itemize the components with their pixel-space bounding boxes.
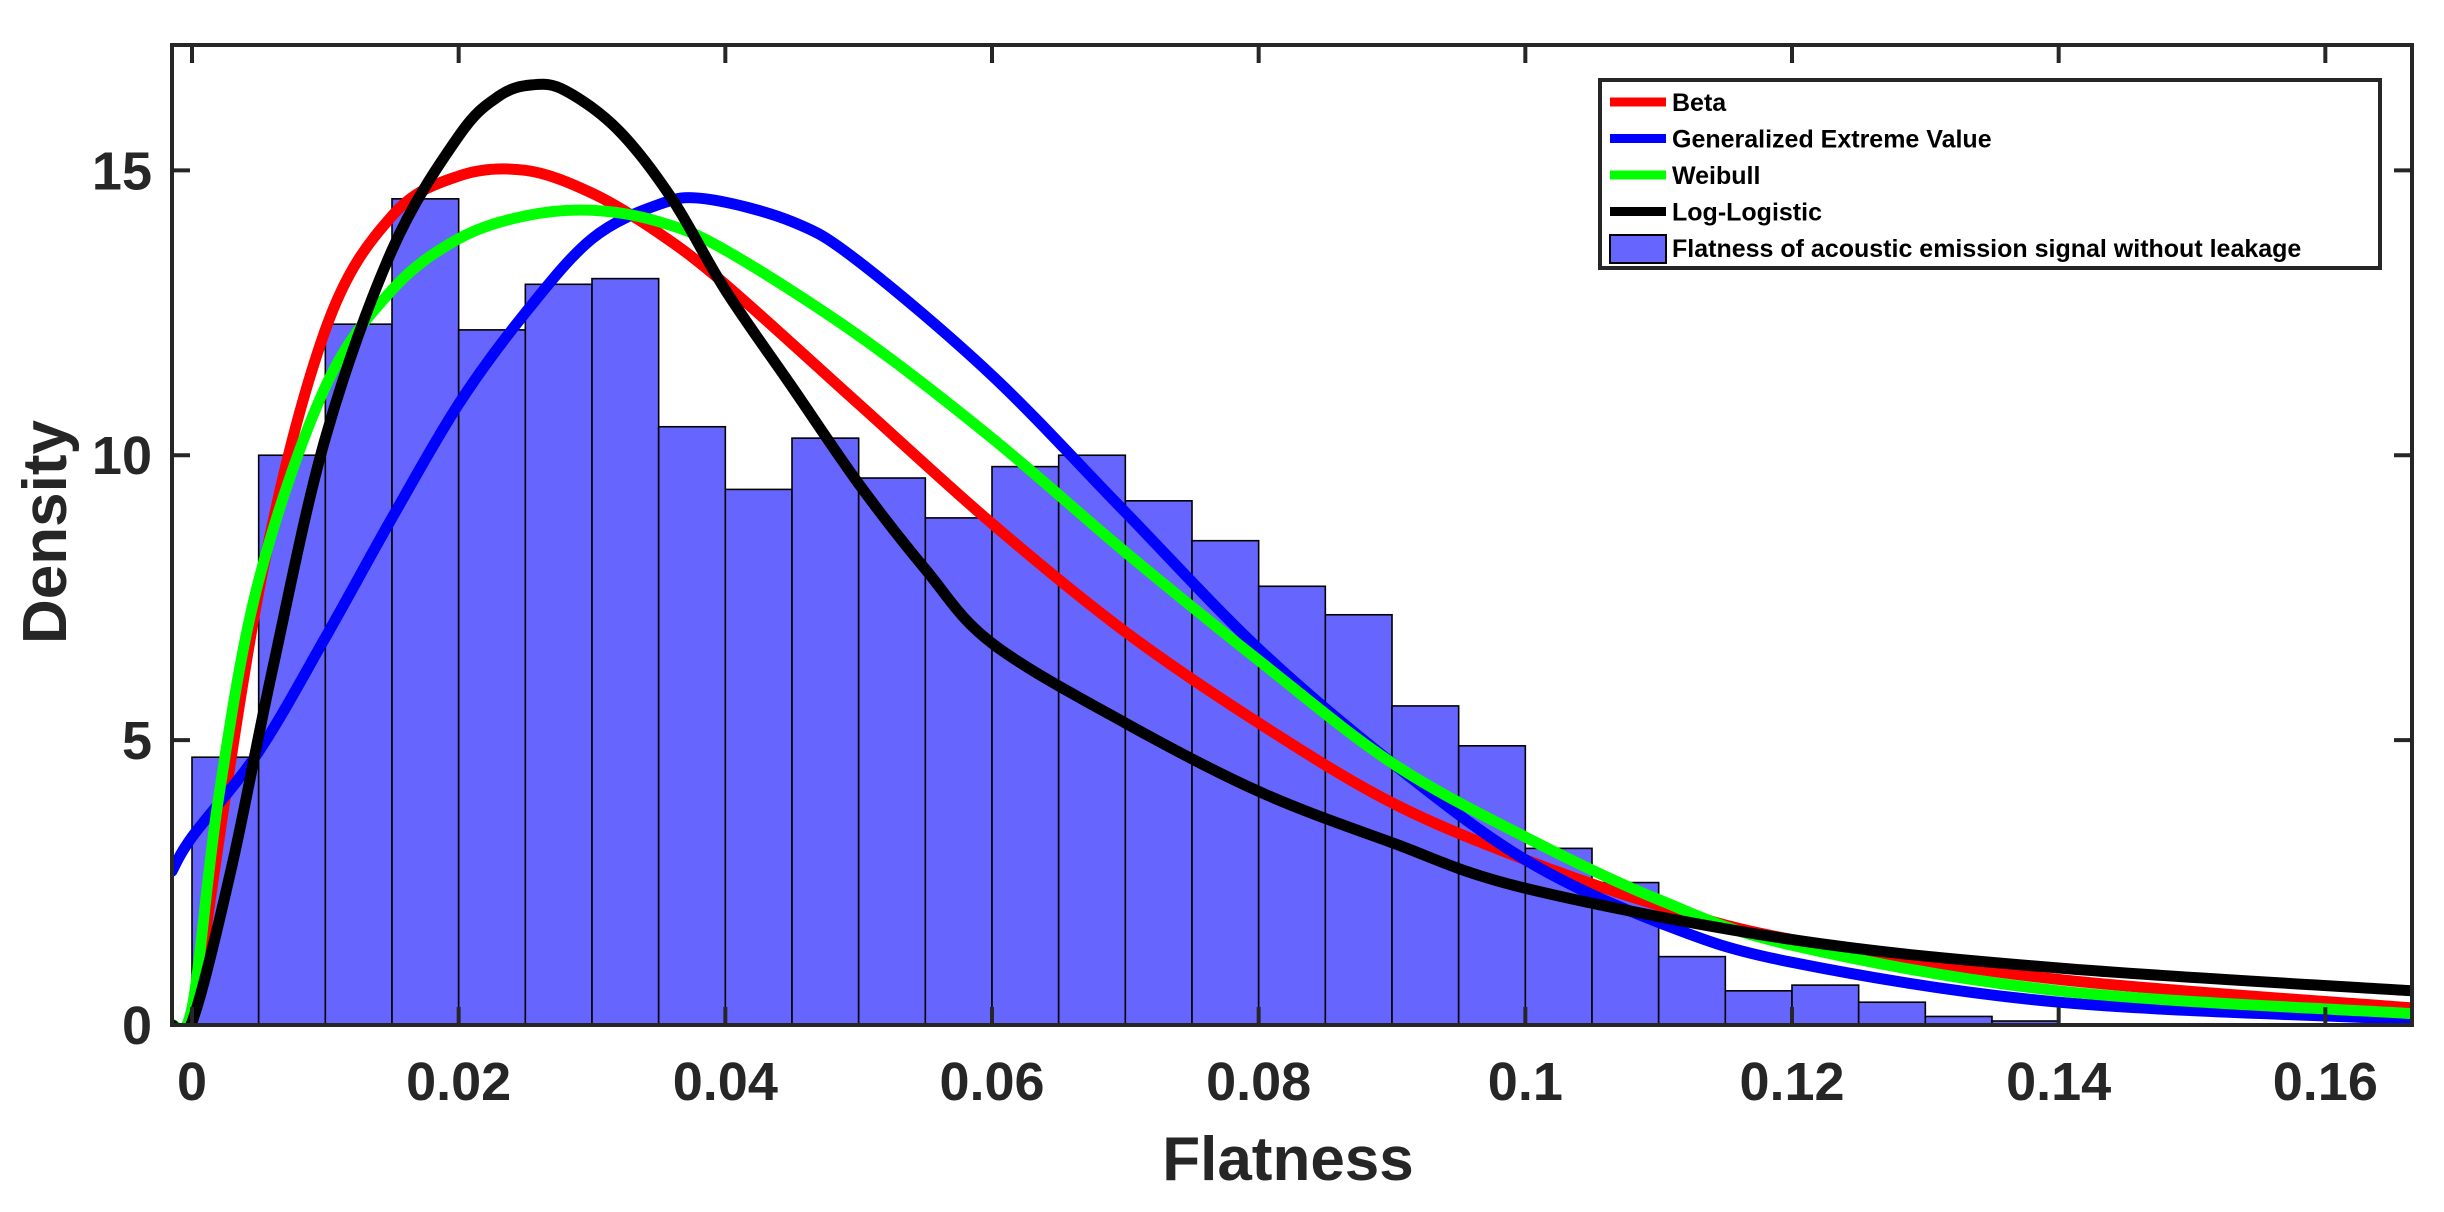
axes xyxy=(170,43,2414,1027)
histogram-bar xyxy=(924,517,993,1026)
curve-log-logistic xyxy=(172,78,2412,1025)
histogram-bar xyxy=(1057,454,1127,1026)
y-tick-label: 10 xyxy=(92,426,152,486)
histogram-bar xyxy=(791,437,860,1026)
x-tick-label: 0.1 xyxy=(1488,1052,1563,1112)
legend-label: Log-Logistic xyxy=(1672,199,1822,227)
legend-label: Generalized Extreme Value xyxy=(1672,126,1992,154)
plot-frame xyxy=(170,43,2414,1027)
x-tick-label: 0.16 xyxy=(2273,1052,2378,1112)
x-tick-label: 0.12 xyxy=(1739,1052,1844,1112)
histogram-bar xyxy=(391,198,460,1026)
y-tick-label: 0 xyxy=(122,996,152,1056)
fitted-curves xyxy=(172,78,2412,1025)
x-tick-label: 0.04 xyxy=(673,1052,778,1112)
y-tick-label: 5 xyxy=(122,711,152,771)
y-axis-title: Density xyxy=(11,420,80,644)
legend-label: Weibull xyxy=(1672,162,1760,190)
legend-label: Beta xyxy=(1672,89,1727,117)
x-tick-label: 0.14 xyxy=(2006,1052,2111,1112)
curve-generalized-extreme-value xyxy=(172,192,2412,1025)
histogram-bar xyxy=(657,425,727,1026)
legend-swatch-histogram xyxy=(1609,234,1667,264)
legend-box xyxy=(1598,78,2382,270)
tick-marks: 0 0.02 0.04 0.06 0.08 0.1 0.12 0.14 0.16 0 5 10 15 xyxy=(92,45,2412,1112)
histogram-bar xyxy=(991,465,1060,1026)
curve-weibull xyxy=(172,204,2412,1025)
histogram-bar xyxy=(457,329,527,1026)
x-tick-label: 0.08 xyxy=(1206,1052,1311,1112)
y-tick-label: 15 xyxy=(92,141,152,201)
histogram-bar xyxy=(1657,955,1727,1026)
histogram-bar xyxy=(1724,990,1793,1026)
legend-label: Flatness of acoustic emission signal wit… xyxy=(1672,235,2301,263)
x-axis-title: Flatness xyxy=(1162,1125,1414,1194)
histogram-bar xyxy=(324,323,393,1026)
x-tick-label: 0.02 xyxy=(406,1052,511,1112)
histogram-bar xyxy=(1124,500,1193,1026)
x-tick-label: 0 xyxy=(177,1052,207,1112)
histogram-bar xyxy=(591,277,660,1026)
histogram-bar xyxy=(524,283,593,1026)
legend: Beta Generalized Extreme Value Weibull Log-… xyxy=(1598,78,2382,270)
histogram-bar xyxy=(1791,984,1860,1026)
histogram-bar xyxy=(1857,1001,1927,1026)
histogram-bar xyxy=(724,488,793,1026)
x-tick-label: 0.06 xyxy=(939,1052,1044,1112)
